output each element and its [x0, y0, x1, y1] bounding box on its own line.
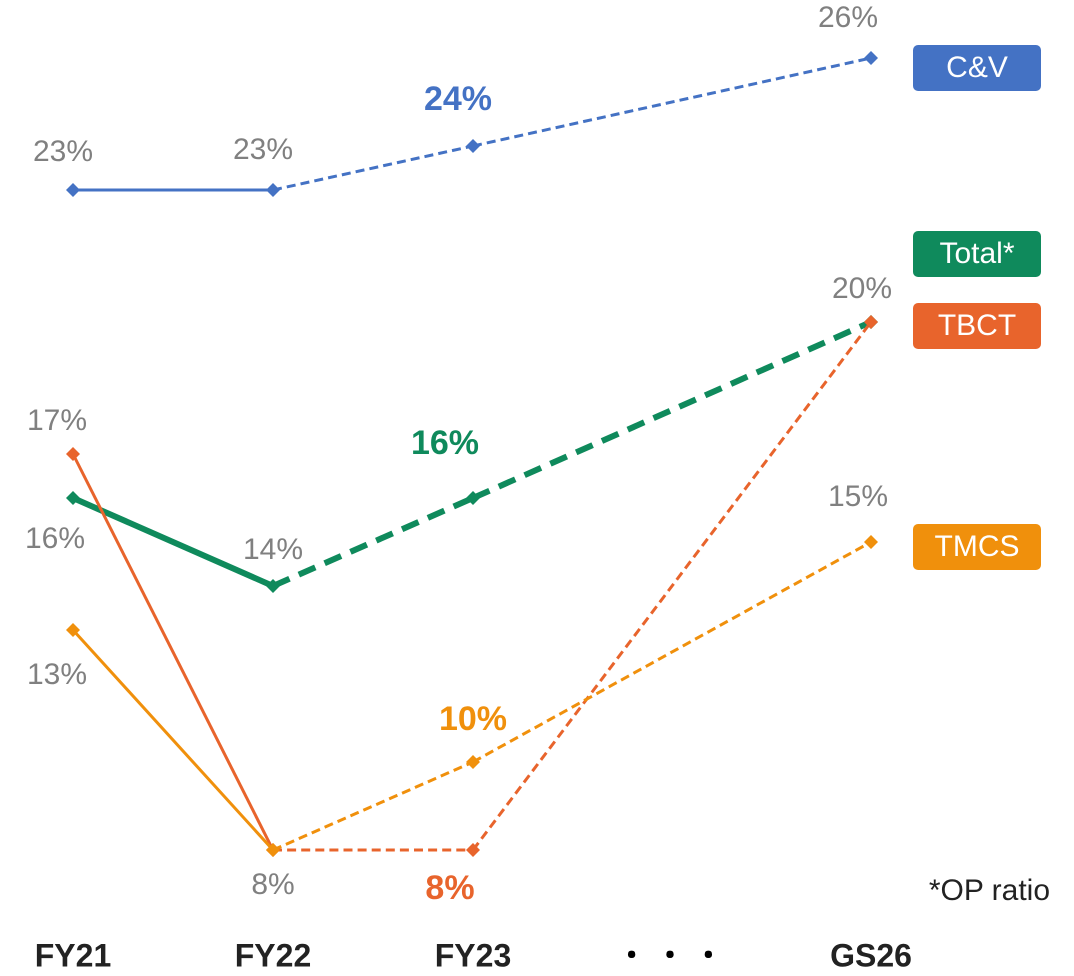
- value-label: 8%: [425, 869, 474, 907]
- point: [266, 843, 280, 857]
- point: [864, 51, 878, 65]
- point: [66, 447, 80, 461]
- point: [266, 579, 280, 593]
- x-tick-label: GS26: [830, 937, 912, 973]
- value-label: 8%: [251, 868, 294, 901]
- point: [466, 843, 480, 857]
- point: [66, 623, 80, 637]
- value-label: 10%: [439, 700, 507, 738]
- line-segment: [472, 56, 872, 148]
- line-segment: [71, 495, 275, 589]
- point: [466, 491, 480, 505]
- legend-label: C&V: [946, 51, 1008, 84]
- note: *OP ratio: [929, 874, 1050, 907]
- legend-label: Total*: [939, 237, 1014, 270]
- value-label: 13%: [27, 658, 87, 691]
- legend-box: [913, 231, 1041, 277]
- point: [66, 183, 80, 197]
- axis-break: ・ ・ ・: [617, 940, 724, 973]
- x-tick-label: FY21: [35, 937, 111, 973]
- legend-box: [913, 45, 1041, 91]
- line-segment: [71, 453, 275, 851]
- value-label: 16%: [25, 522, 85, 555]
- point: [864, 315, 878, 329]
- point: [466, 755, 480, 769]
- value-label: 14%: [243, 533, 303, 566]
- value-label: 16%: [411, 424, 479, 462]
- point: [864, 535, 878, 549]
- line-segment: [472, 540, 872, 764]
- value-label: 26%: [818, 1, 878, 34]
- x-tick-label: FY22: [235, 937, 311, 973]
- point: [466, 139, 480, 153]
- line-segment: [71, 628, 275, 852]
- value-label: 24%: [424, 80, 492, 118]
- legend-label: TMCS: [935, 530, 1020, 563]
- line-segment: [272, 144, 474, 192]
- line-segment: [471, 321, 873, 851]
- legend-box: [913, 303, 1041, 349]
- legend-label: TBCT: [938, 309, 1016, 342]
- line-segment: [271, 495, 475, 589]
- line-segment: [272, 760, 474, 852]
- line-segment: [471, 319, 873, 501]
- value-label: 23%: [233, 133, 293, 166]
- value-label: 23%: [33, 135, 93, 168]
- legend-box: [913, 524, 1041, 570]
- point: [66, 491, 80, 505]
- x-tick-label: FY23: [435, 937, 511, 973]
- point: [266, 183, 280, 197]
- value-label: 15%: [828, 480, 888, 513]
- value-label: 20%: [832, 272, 892, 305]
- value-label: 17%: [27, 404, 87, 437]
